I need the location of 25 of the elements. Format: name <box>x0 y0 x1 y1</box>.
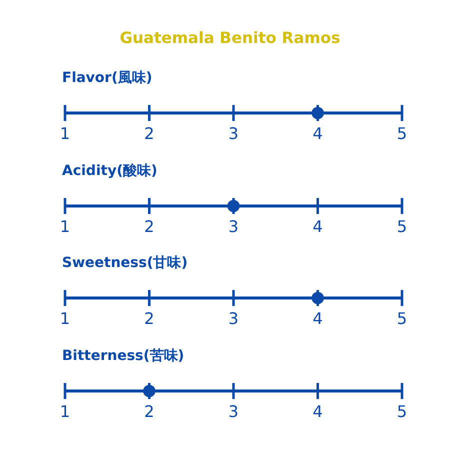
x-tick-label: 2 <box>144 124 154 143</box>
y-tick-label: Acidity(酸味) <box>62 162 158 178</box>
x-tick-label: 3 <box>228 216 239 236</box>
x-tick-label: 3 <box>228 308 239 328</box>
x-tick-label: 2 <box>144 308 154 328</box>
x-tick-label: 1 <box>60 124 70 143</box>
x-tick-label: 2 <box>144 401 154 420</box>
x-tick-label: 5 <box>396 308 408 328</box>
x-tick-label: 5 <box>396 124 408 143</box>
x-tick-label: 4 <box>312 401 323 420</box>
y-tick-label: Sweetness(甘味) <box>62 255 188 271</box>
x-tick-label: 4 <box>312 124 323 143</box>
y-tick-label: Flavor(風味) <box>62 70 152 86</box>
text: Guatemala Benito Ramos <box>120 29 340 47</box>
x-tick-label: 2 <box>144 216 154 236</box>
x-tick-label: 5 <box>396 216 408 236</box>
x-tick-label: 4 <box>312 308 323 328</box>
x-tick-label: 1 <box>60 308 70 328</box>
x-tick-label: 1 <box>60 401 70 420</box>
x-tick-label: 4 <box>312 216 323 236</box>
x-tick-label: 5 <box>396 401 408 420</box>
y-tick-label: Bitterness(苦味) <box>62 348 184 364</box>
x-tick-label: 3 <box>228 124 239 143</box>
x-tick-label: 3 <box>228 401 239 420</box>
x-tick-label: 1 <box>60 216 70 236</box>
